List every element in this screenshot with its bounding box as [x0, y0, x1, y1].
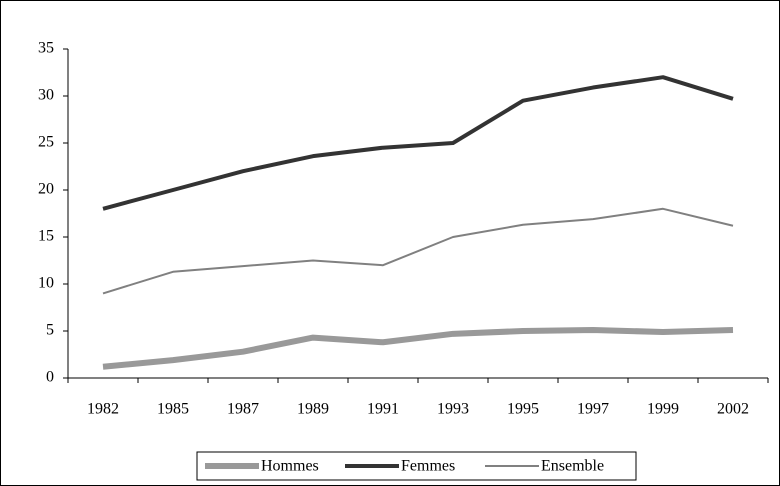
y-tick-label: 10	[38, 275, 54, 292]
legend-label: Femmes	[401, 458, 455, 475]
y-tick-label: 25	[38, 134, 54, 151]
x-tick-label: 1999	[647, 401, 679, 418]
y-tick-label: 35	[38, 40, 54, 57]
line-series	[102, 207, 734, 295]
y-tick-label: 15	[38, 228, 54, 245]
x-tick-label: 1993	[437, 401, 469, 418]
x-tick-label: 2002	[717, 401, 749, 418]
x-tick-label: 1997	[577, 401, 609, 418]
x-tick-label: 1989	[297, 401, 329, 418]
legend-label: Ensemble	[541, 458, 604, 475]
legend-box	[196, 451, 637, 481]
x-tick-label: 1985	[157, 401, 189, 418]
legend-label: Hommes	[261, 458, 319, 475]
y-tick-label: 20	[38, 181, 54, 198]
x-tick-label: 1995	[507, 401, 539, 418]
x-tick-label: 1982	[87, 401, 119, 418]
x-tick-label: 1991	[367, 401, 399, 418]
y-tick-label: 5	[46, 322, 54, 339]
y-tick-label: 30	[38, 87, 54, 104]
line-series	[102, 327, 734, 370]
x-tick-label: 1987	[227, 401, 259, 418]
y-tick-label: 0	[46, 369, 54, 386]
line-series	[102, 75, 734, 211]
